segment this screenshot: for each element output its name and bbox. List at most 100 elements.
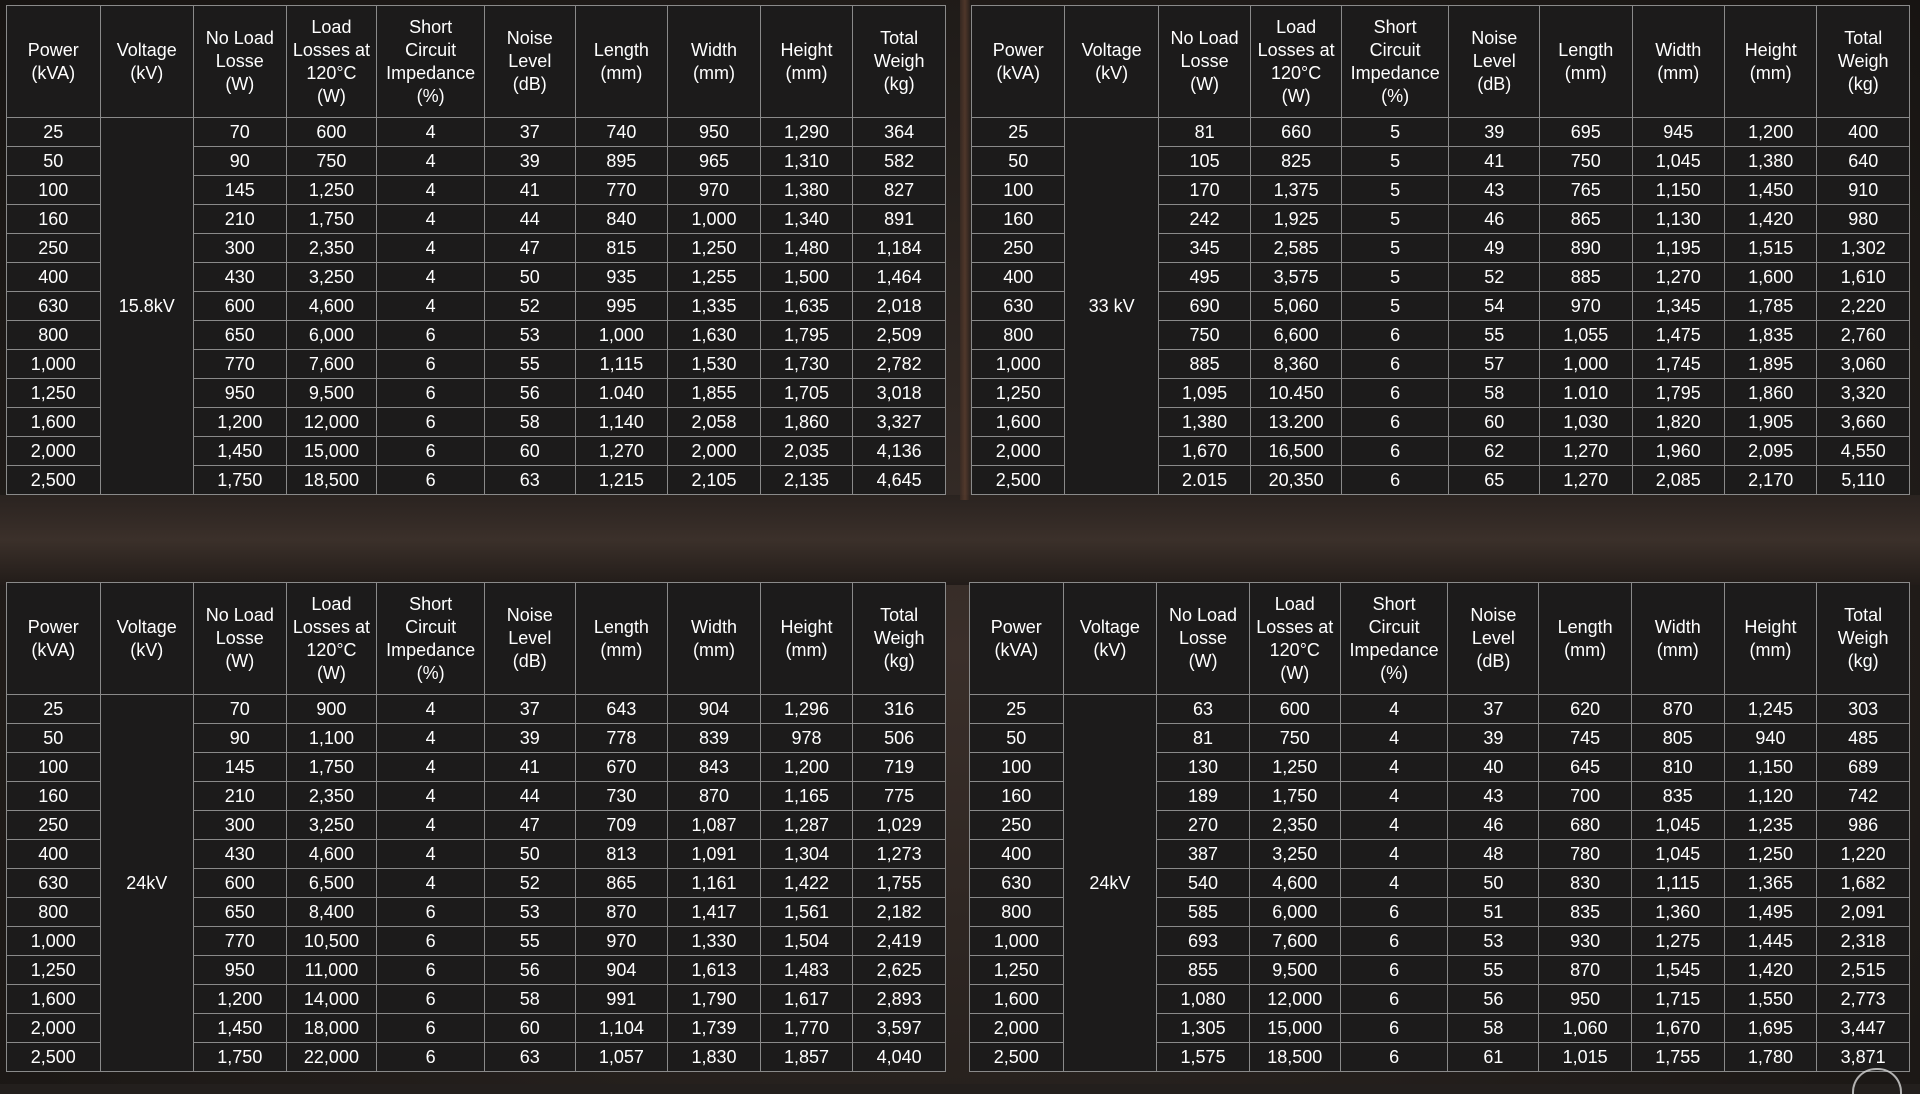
header-line: Losses at (1257, 39, 1335, 60)
table-row: 250 270 2,350 4 46 680 1,045 1,235 986 (969, 810, 1910, 840)
cell-short-circuit-impedance: 4 (1339, 781, 1449, 811)
cell-width: 870 (1630, 694, 1725, 724)
cell-total-weight: 1,610 (1816, 262, 1910, 292)
cell-short-circuit-impedance: 4 (376, 694, 485, 724)
table-row: 25 24kV 70 900 4 37 643 904 1,296 316 (6, 694, 946, 1072)
header-line: Load (311, 593, 352, 614)
table-row: 25 15.8kV 70 600 4 37 740 950 1,290 364 (6, 117, 946, 495)
cell-total-weight: 1,682 (1816, 868, 1910, 898)
header-line: (kV) (1093, 639, 1127, 660)
cell-load-losses: 12,000 (285, 407, 378, 437)
header-line: Load (311, 16, 352, 37)
table-row: 50 105 825 5 41 750 1,045 1,380 640 (970, 146, 1910, 176)
header-line: Voltage (1079, 616, 1140, 637)
cell-width: 1,545 (1630, 955, 1725, 985)
cell-power: 630 (6, 291, 101, 321)
table-row: 2,500 2.015 20,350 6 65 1,270 2,085 2,170 5,110 (970, 465, 1910, 495)
cell-height: 1,310 (759, 146, 854, 176)
cell-power: 2,500 (6, 1042, 101, 1072)
cell-total-weight: 2,182 (852, 897, 946, 927)
cell-power: 1,000 (969, 926, 1064, 956)
cell-total-weight: 2,515 (1816, 955, 1910, 985)
cell-width: 1,250 (667, 233, 761, 263)
cell-width: 1,150 (1631, 175, 1725, 205)
cell-width: 1,739 (667, 1013, 761, 1043)
cell-height: 1,561 (759, 897, 854, 927)
cell-total-weight: 2,419 (852, 926, 946, 956)
cell-noise-level: 58 (483, 984, 576, 1014)
spec-table-15-8kv: Power (kVA) Voltage (kV) No Load Losse (W) Load… (6, 5, 946, 495)
cell-width: 1,335 (667, 291, 761, 321)
header-line: (mm) (785, 62, 828, 83)
cell-total-weight: 3,660 (1816, 407, 1910, 437)
cell-height: 1,860 (759, 407, 854, 437)
cell-width: 839 (667, 723, 761, 753)
cell-width: 1,045 (1630, 810, 1725, 840)
cell-length: 643 (574, 694, 669, 724)
table-row: 400 387 3,250 4 48 780 1,045 1,250 1,220 (969, 839, 1910, 869)
cell-length: 1,140 (574, 407, 669, 437)
cell-length: 950 (1538, 984, 1632, 1014)
cell-short-circuit-impedance: 6 (1340, 436, 1450, 466)
cell-noise-level: 44 (483, 204, 576, 234)
cell-load-losses: 15,000 (285, 436, 378, 466)
cell-no-load-losses: 1,095 (1157, 378, 1252, 408)
cell-height: 1,835 (1723, 320, 1818, 350)
cell-length: 995 (574, 291, 669, 321)
cell-short-circuit-impedance: 6 (376, 436, 485, 466)
cell-power: 2,000 (970, 436, 1066, 466)
cell-load-losses: 18,000 (285, 1013, 378, 1043)
cell-total-weight: 3,018 (852, 378, 946, 408)
cell-short-circuit-impedance: 6 (376, 955, 485, 985)
table-row: 50 81 750 4 39 745 805 940 485 (969, 723, 1910, 753)
table-row: 2,000 1,305 15,000 6 58 1,060 1,670 1,695 3,447 (969, 1013, 1910, 1043)
cell-height: 1,120 (1723, 781, 1818, 811)
cell-width: 1,755 (1630, 1042, 1725, 1072)
cell-short-circuit-impedance: 4 (376, 204, 485, 234)
cell-width: 1,475 (1631, 320, 1725, 350)
cell-width: 843 (667, 752, 761, 782)
header-width: Width (mm) (1631, 5, 1725, 118)
header-line: Losses at (292, 39, 370, 60)
cell-load-losses: 9,500 (1248, 955, 1341, 985)
cell-noise-level: 49 (1448, 233, 1541, 263)
cell-load-losses: 14,000 (285, 984, 378, 1014)
cell-height: 1,420 (1723, 955, 1818, 985)
header-line: Losses at (292, 616, 370, 637)
cell-length: 830 (1538, 868, 1632, 898)
table-row: 1,250 855 9,500 6 55 870 1,545 1,420 2,515 (969, 955, 1910, 985)
cell-no-load-losses: 345 (1157, 233, 1252, 263)
cell-total-weight: 986 (1816, 810, 1910, 840)
cell-power: 630 (970, 291, 1066, 321)
header-line: (mm) (1749, 62, 1792, 83)
cell-total-weight: 775 (852, 781, 946, 811)
cell-no-load-losses: 189 (1156, 781, 1250, 811)
cell-load-losses: 5,060 (1250, 291, 1342, 321)
cell-no-load-losses: 770 (193, 349, 287, 379)
header-line: (kg) (1847, 74, 1879, 94)
header-line: Total (880, 28, 919, 48)
cell-noise-level: 62 (1448, 436, 1541, 466)
cell-power: 1,250 (970, 378, 1066, 408)
cell-load-losses: 1,100 (285, 723, 378, 753)
cell-total-weight: 4,550 (1816, 436, 1910, 466)
cell-no-load-losses: 90 (193, 146, 287, 176)
cell-height: 1,420 (1723, 204, 1818, 234)
cell-height: 940 (1723, 723, 1818, 753)
header-line: (kV) (130, 62, 164, 83)
cell-noise-level: 52 (483, 868, 576, 898)
cell-short-circuit-impedance: 4 (1339, 694, 1449, 724)
cell-power: 1,000 (6, 926, 101, 956)
header-line: (W) (1190, 74, 1220, 94)
header-line: (%) (1380, 662, 1409, 683)
cell-power: 400 (969, 839, 1064, 869)
cell-height: 2,095 (1723, 436, 1818, 466)
table-row: 250 300 3,250 4 47 709 1,087 1,287 1,029 (6, 810, 946, 840)
cell-load-losses: 600 (285, 117, 378, 147)
cell-short-circuit-impedance: 4 (1339, 723, 1449, 753)
cell-no-load-losses: 1,575 (1156, 1042, 1250, 1072)
header-line: (kg) (883, 651, 915, 671)
header-line: (W) (1280, 662, 1310, 683)
cell-noise-level: 56 (483, 378, 576, 408)
table-row: 1,600 1,380 13.200 6 60 1,030 1,820 1,905 3,660 (970, 407, 1910, 437)
